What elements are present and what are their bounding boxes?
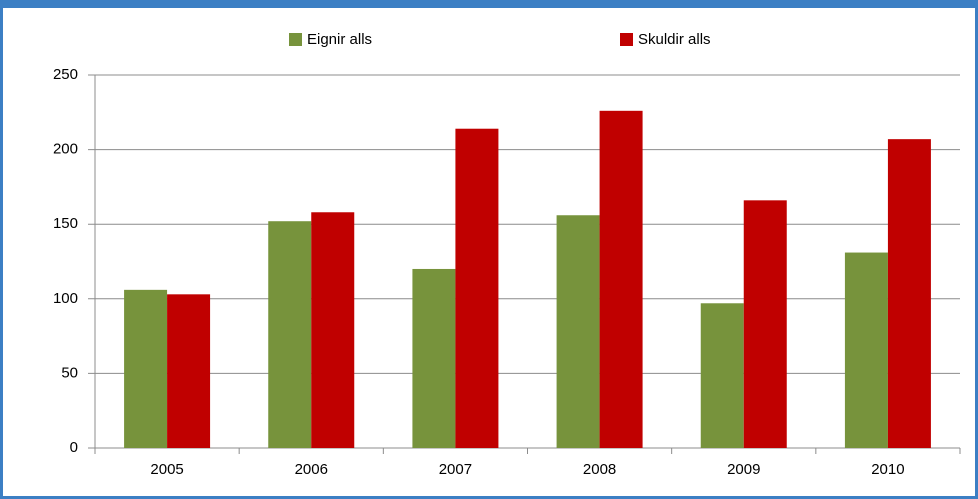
x-tick-label: 2010 <box>871 461 904 478</box>
y-tick-label: 100 <box>53 290 78 307</box>
y-tick-label: 250 <box>53 66 78 83</box>
legend-label: Eignir alls <box>307 31 372 48</box>
y-tick-label: 50 <box>61 364 78 381</box>
y-tick-label: 0 <box>70 439 78 456</box>
bar <box>311 212 355 448</box>
bar <box>844 252 888 448</box>
y-tick-label: 150 <box>53 215 78 232</box>
header-band <box>0 0 978 8</box>
bar <box>268 221 312 448</box>
bar <box>124 289 168 448</box>
bar <box>556 215 600 448</box>
y-tick-label: 200 <box>53 141 78 158</box>
bar <box>167 294 211 448</box>
legend-swatch <box>289 33 302 46</box>
bar <box>412 268 456 448</box>
bar <box>455 128 499 448</box>
legend-label: Skuldir alls <box>638 31 711 48</box>
x-tick-label: 2009 <box>727 461 760 478</box>
legend-swatch <box>620 33 633 46</box>
x-tick-label: 2008 <box>583 461 616 478</box>
x-tick-label: 2005 <box>150 461 183 478</box>
bar <box>599 110 643 449</box>
x-tick-label: 2007 <box>439 461 472 478</box>
bar <box>887 139 931 448</box>
bar <box>743 200 787 448</box>
bar <box>700 303 744 448</box>
x-tick-label: 2006 <box>295 461 328 478</box>
